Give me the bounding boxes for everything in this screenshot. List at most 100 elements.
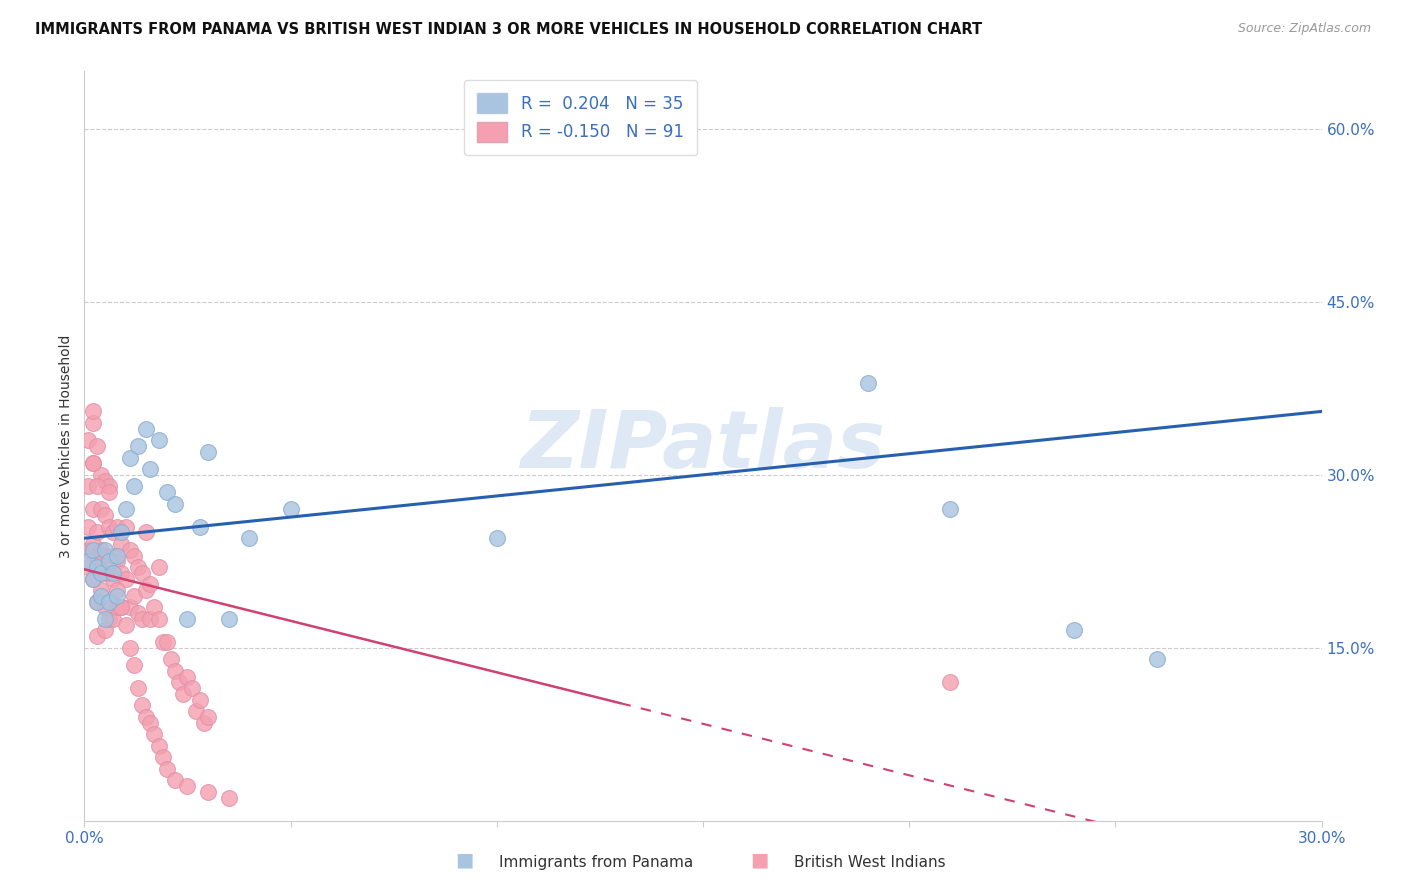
Point	[105, 600, 128, 615]
Point	[160, 652, 183, 666]
Point	[90, 542, 112, 557]
Point	[110, 566, 132, 580]
Text: ■: ■	[454, 851, 474, 870]
Point	[156, 485, 179, 500]
Point	[110, 537, 132, 551]
Point	[86, 560, 108, 574]
Point	[103, 566, 125, 580]
Point	[188, 519, 211, 533]
Text: ZIPatlas: ZIPatlas	[520, 407, 886, 485]
Point	[90, 589, 112, 603]
Point	[1146, 652, 1168, 666]
Point	[94, 600, 117, 615]
Point	[86, 439, 108, 453]
Point	[118, 640, 141, 655]
Text: Source: ZipAtlas.com: Source: ZipAtlas.com	[1237, 22, 1371, 36]
Point	[152, 750, 174, 764]
Point	[180, 681, 202, 695]
Point	[90, 502, 112, 516]
Point	[103, 612, 125, 626]
Point	[86, 629, 108, 643]
Point	[82, 456, 104, 470]
Text: IMMIGRANTS FROM PANAMA VS BRITISH WEST INDIAN 3 OR MORE VEHICLES IN HOUSEHOLD CO: IMMIGRANTS FROM PANAMA VS BRITISH WEST I…	[35, 22, 983, 37]
Point	[110, 525, 132, 540]
Point	[94, 474, 117, 488]
Point	[148, 739, 170, 753]
Point	[156, 635, 179, 649]
Point	[188, 692, 211, 706]
Point	[218, 612, 240, 626]
Point	[156, 762, 179, 776]
Point	[165, 497, 187, 511]
Point	[98, 554, 121, 568]
Point	[90, 549, 112, 563]
Point	[193, 715, 215, 730]
Point	[86, 525, 108, 540]
Point	[77, 519, 100, 533]
Point	[218, 790, 240, 805]
Point	[82, 572, 104, 586]
Point	[118, 600, 141, 615]
Point	[184, 704, 207, 718]
Point	[94, 542, 117, 557]
Point	[238, 531, 260, 545]
Point	[86, 549, 108, 563]
Point	[82, 572, 104, 586]
Point	[114, 502, 136, 516]
Point	[77, 554, 100, 568]
Point	[485, 531, 508, 545]
Point	[98, 479, 121, 493]
Point	[131, 566, 153, 580]
Point	[110, 600, 132, 615]
Point	[94, 612, 117, 626]
Point	[90, 467, 112, 482]
Point	[939, 502, 962, 516]
Point	[103, 549, 125, 563]
Point	[90, 566, 112, 580]
Point	[82, 416, 104, 430]
Point	[176, 779, 198, 793]
Point	[110, 600, 132, 615]
Point	[127, 560, 149, 574]
Point	[939, 675, 962, 690]
Point	[131, 698, 153, 713]
Point	[105, 519, 128, 533]
Point	[143, 727, 166, 741]
Point	[82, 404, 104, 418]
Point	[98, 612, 121, 626]
Point	[127, 439, 149, 453]
Point	[77, 542, 100, 557]
Point	[197, 444, 219, 458]
Point	[165, 664, 187, 678]
Point	[118, 450, 141, 465]
Point	[103, 572, 125, 586]
Point	[167, 675, 190, 690]
Point	[105, 589, 128, 603]
Point	[77, 479, 100, 493]
Point	[105, 549, 128, 563]
Point	[98, 594, 121, 608]
Point	[131, 612, 153, 626]
Point	[103, 525, 125, 540]
Point	[135, 583, 157, 598]
Text: British West Indians: British West Indians	[794, 855, 946, 870]
Text: Immigrants from Panama: Immigrants from Panama	[499, 855, 693, 870]
Point	[197, 785, 219, 799]
Point	[98, 485, 121, 500]
Point	[148, 560, 170, 574]
Point	[94, 624, 117, 638]
Point	[135, 422, 157, 436]
Point	[94, 549, 117, 563]
Point	[122, 479, 145, 493]
Point	[856, 376, 879, 390]
Point	[280, 502, 302, 516]
Point	[122, 549, 145, 563]
Point	[105, 554, 128, 568]
Point	[114, 572, 136, 586]
Point	[77, 560, 100, 574]
Point	[82, 537, 104, 551]
Point	[118, 542, 141, 557]
Point	[105, 583, 128, 598]
Point	[94, 508, 117, 523]
Point	[98, 519, 121, 533]
